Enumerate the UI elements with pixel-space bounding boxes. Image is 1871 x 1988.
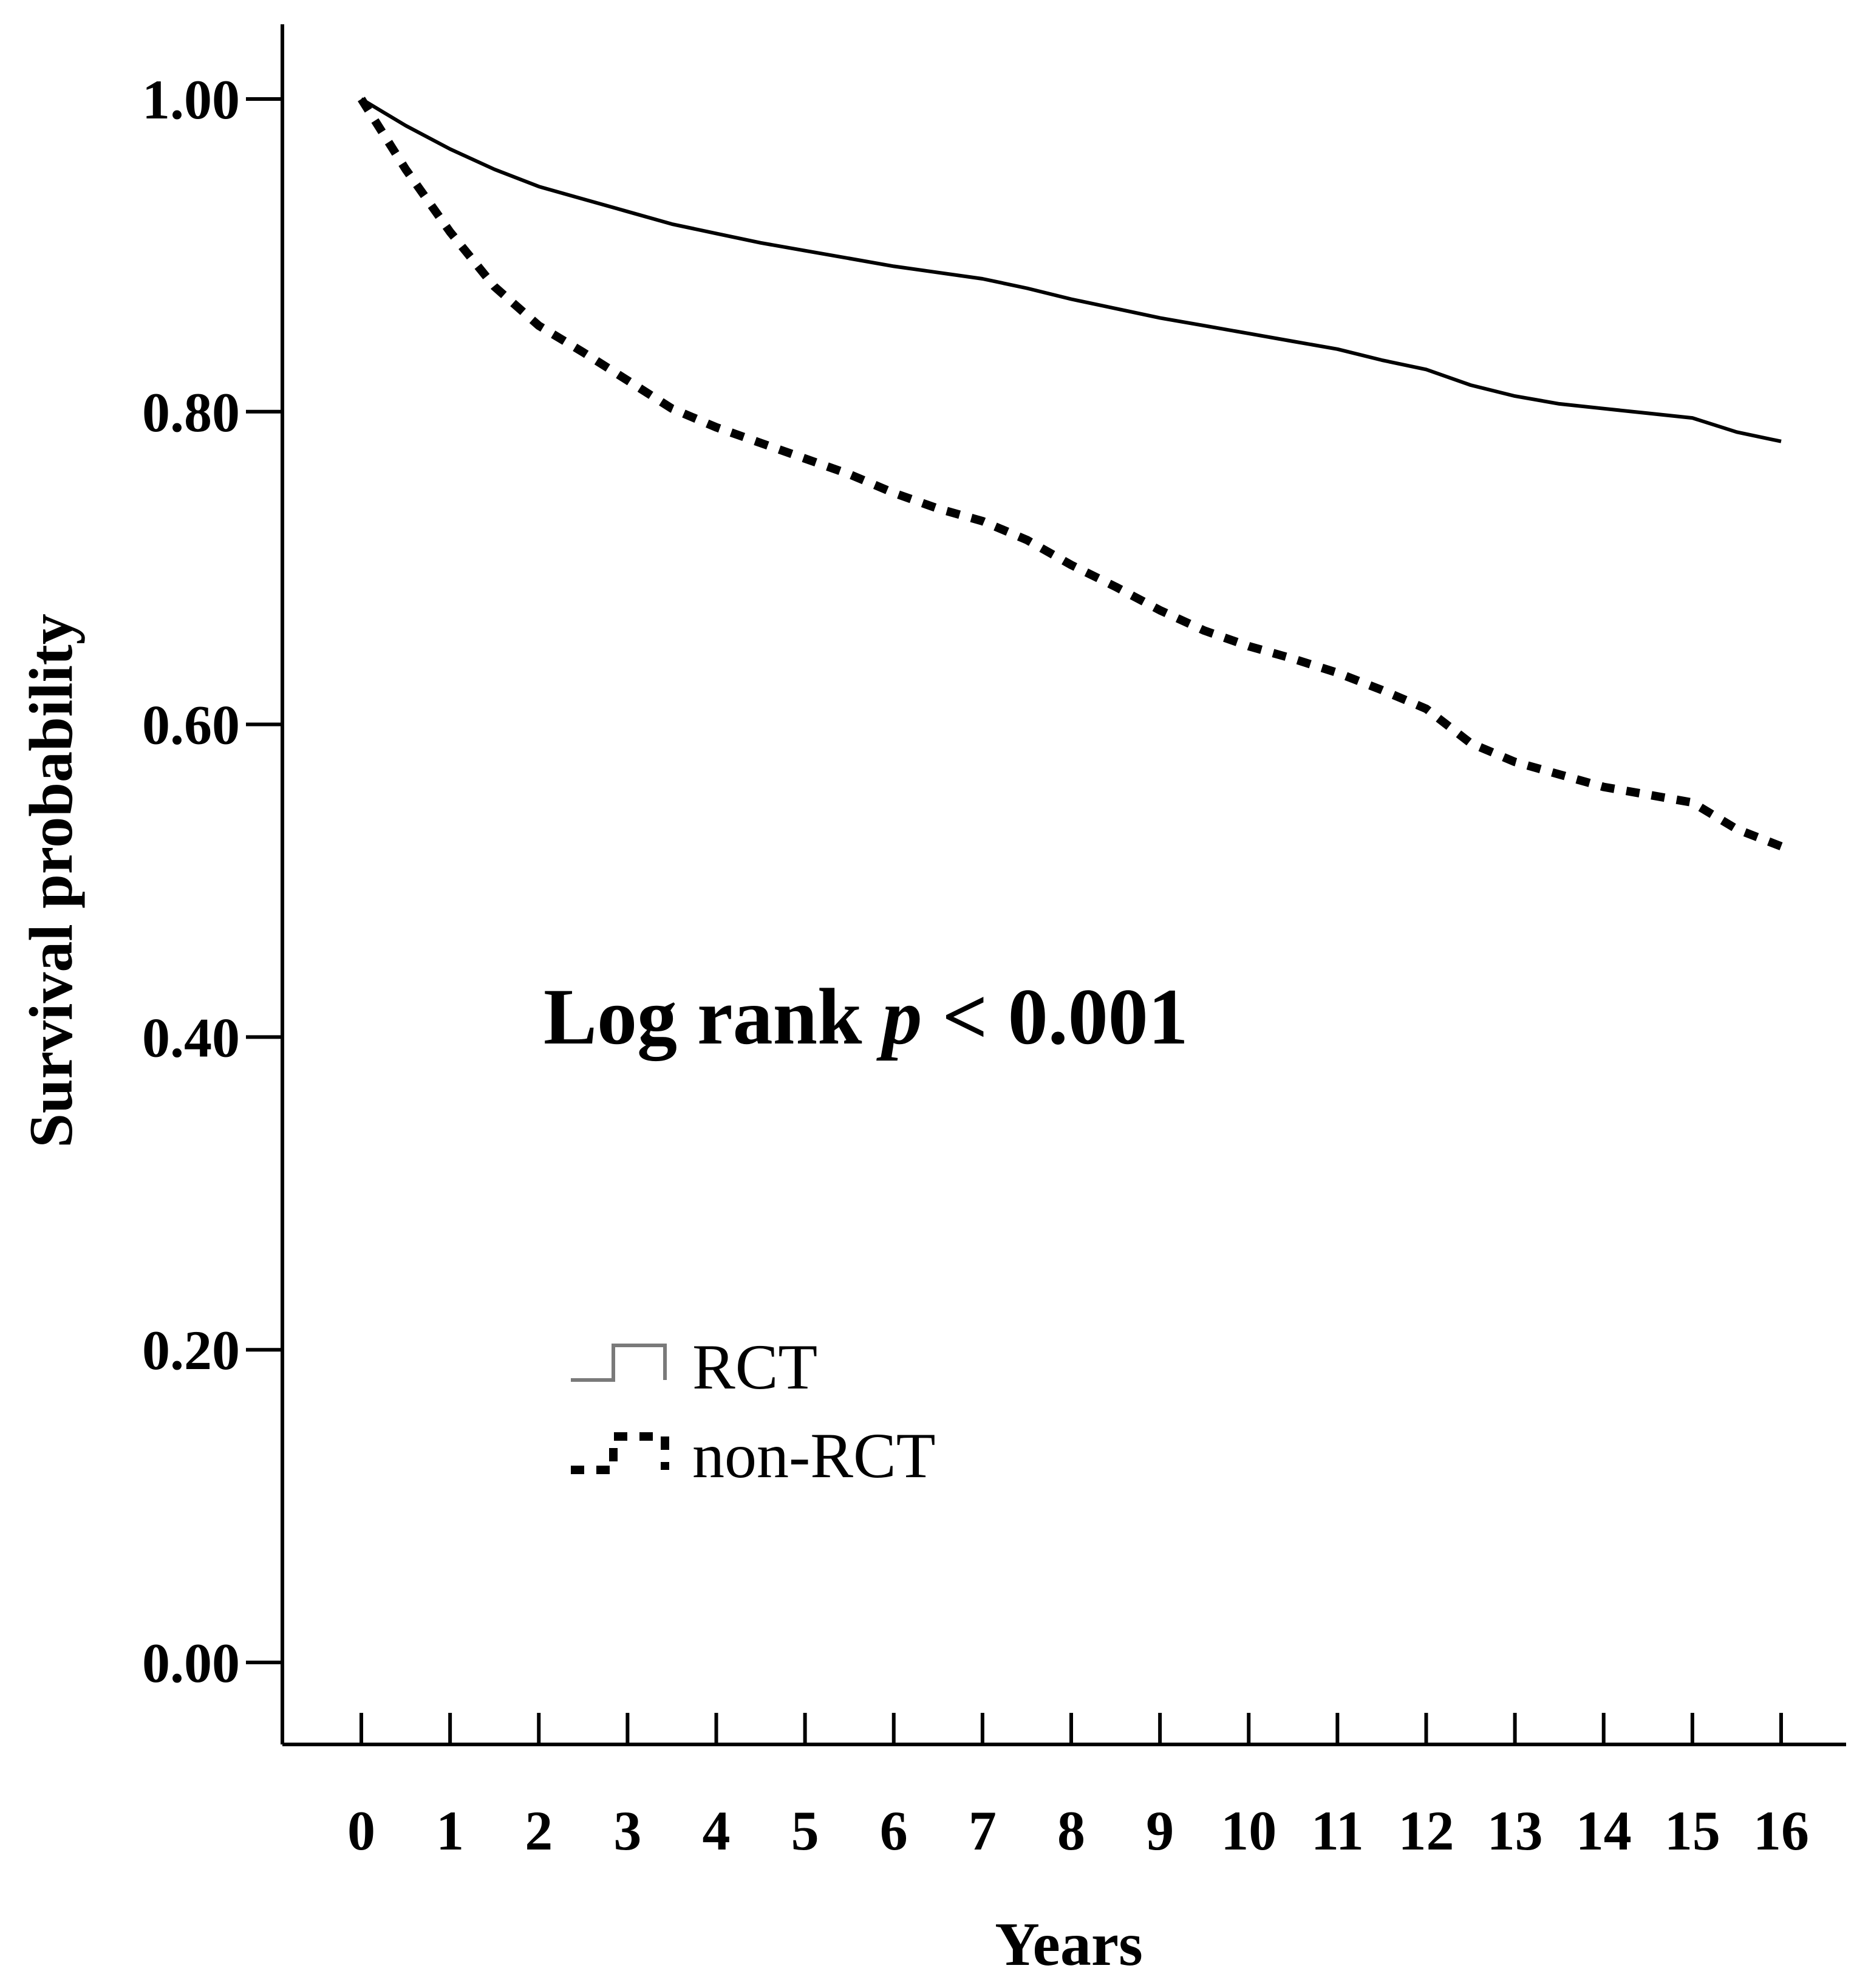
x-tick-label: 12 [1399,1800,1454,1862]
x-tick-label: 13 [1487,1800,1543,1862]
legend: RCT non-RCT [571,1331,935,1491]
y-tick-label: 1.00 [142,69,240,131]
legend-label-non-rct: non-RCT [692,1420,935,1491]
legend-swatch-rct [571,1344,667,1382]
axes [281,24,1846,1746]
series-group [358,97,1783,850]
y-tick-label: 0.40 [142,1006,240,1068]
x-tick-label: 11 [1311,1800,1364,1862]
y-ticks: 0.00 0.20 0.40 0.60 0.80 1.00 [142,69,282,1694]
y-axis-title: Survival probability [17,613,86,1148]
x-tick-label: 3 [613,1800,641,1862]
x-tick-label: 10 [1221,1800,1276,1862]
x-tick-label: 16 [1753,1800,1809,1862]
legend-label-rct: RCT [692,1331,817,1402]
legend-swatch-non-rct [571,1432,669,1474]
x-ticks: 0 1 2 3 4 5 6 7 8 9 10 11 12 13 14 15 16 [347,1713,1809,1862]
series-line-rct [360,97,1782,443]
x-tick-label: 2 [525,1800,553,1862]
x-axis-title: Years [995,1910,1143,1979]
x-tick-label: 4 [703,1800,731,1862]
x-tick-label: 6 [880,1800,908,1862]
x-tick-label: 15 [1665,1800,1720,1862]
y-tick-label: 0.00 [142,1632,240,1694]
annotation-prefix: Log rank [544,972,882,1061]
series-line-non-rct [358,97,1783,850]
annotation-p-italic: p [876,972,922,1061]
y-tick-label: 0.60 [142,694,240,756]
log-rank-annotation: Log rank p < 0.001 [544,972,1188,1061]
x-tick-label: 1 [436,1800,464,1862]
x-tick-label: 5 [791,1800,819,1862]
y-tick-label: 0.80 [142,381,240,443]
x-tick-label: 0 [347,1800,375,1862]
y-tick-label: 0.20 [142,1319,240,1381]
x-tick-label: 14 [1576,1800,1632,1862]
x-tick-label: 8 [1057,1800,1085,1862]
annotation-suffix: < 0.001 [922,972,1188,1061]
x-tick-label: 9 [1146,1800,1174,1862]
x-tick-label: 7 [969,1800,997,1862]
